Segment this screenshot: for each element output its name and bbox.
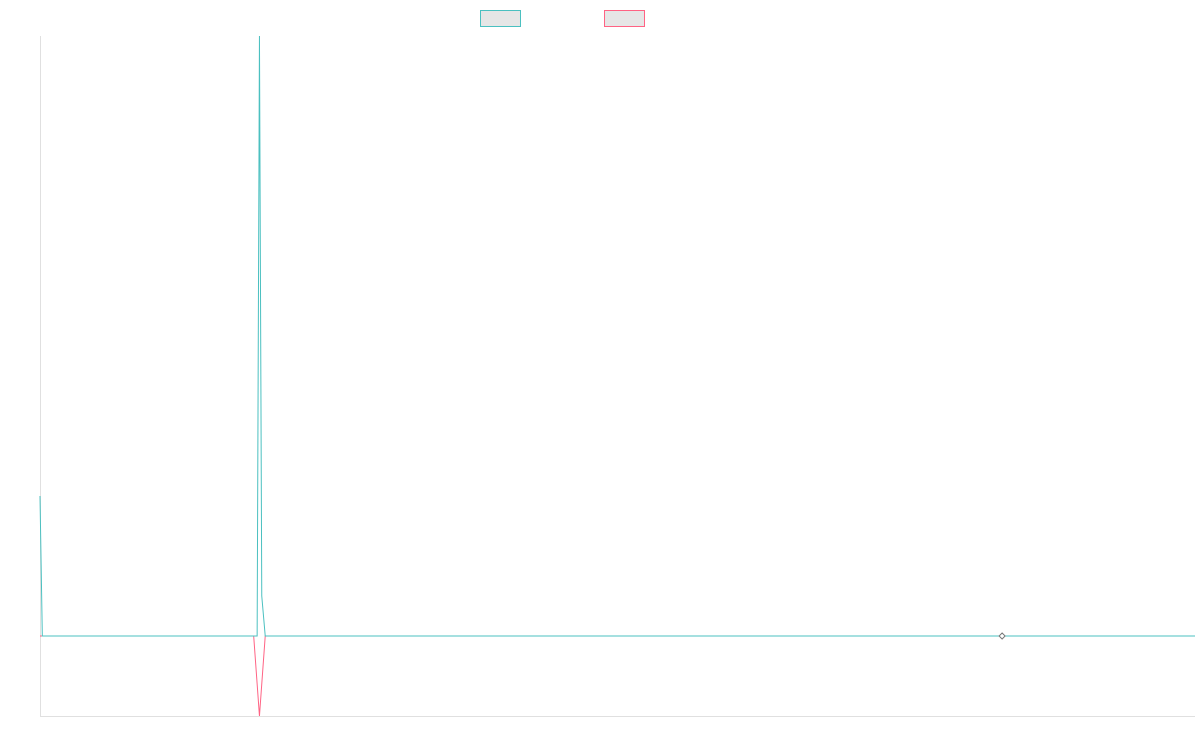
legend	[480, 10, 645, 27]
plot-area	[39, 35, 1195, 717]
legend-swatch[interactable]	[480, 10, 521, 27]
legend-item[interactable]	[604, 10, 645, 27]
legend-item[interactable]	[480, 10, 521, 27]
series-line	[39, 35, 1195, 637]
axes	[40, 36, 1195, 717]
legend-swatch[interactable]	[604, 10, 645, 27]
data-point-marker[interactable]	[998, 632, 1006, 640]
series-line	[40, 635, 1195, 717]
